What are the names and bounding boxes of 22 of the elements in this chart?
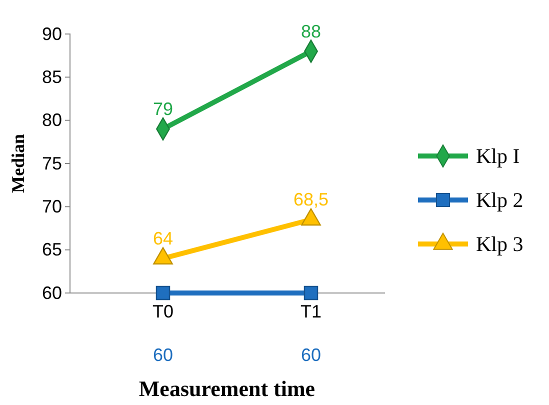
y-tick-label: 65: [42, 240, 62, 260]
data-label: 60: [152, 345, 174, 365]
x-tick-label: T0: [152, 302, 174, 322]
legend-label: Klp 2: [476, 188, 524, 212]
legend-label: Klp I: [476, 144, 520, 168]
x-axis-title: Measurement time: [138, 376, 316, 401]
y-tick-label: 75: [42, 153, 62, 174]
y-tick-label: 90: [42, 24, 62, 44]
x-tick-label: T1: [300, 302, 322, 322]
legend-label: Klp 3: [476, 232, 524, 256]
data-label: 88: [300, 21, 322, 42]
y-tick-label: 70: [42, 196, 62, 216]
data-label: 60: [300, 345, 322, 365]
data-label: 64: [152, 228, 174, 248]
y-axis-title: Median: [8, 134, 28, 194]
data-label: 68,5: [293, 190, 329, 210]
y-tick-label: 80: [42, 110, 62, 130]
point: [156, 286, 170, 300]
point: [304, 286, 318, 300]
y-tick-label: 85: [42, 66, 62, 87]
data-label: 79: [152, 98, 174, 119]
y-tick-label: 60: [42, 282, 62, 303]
